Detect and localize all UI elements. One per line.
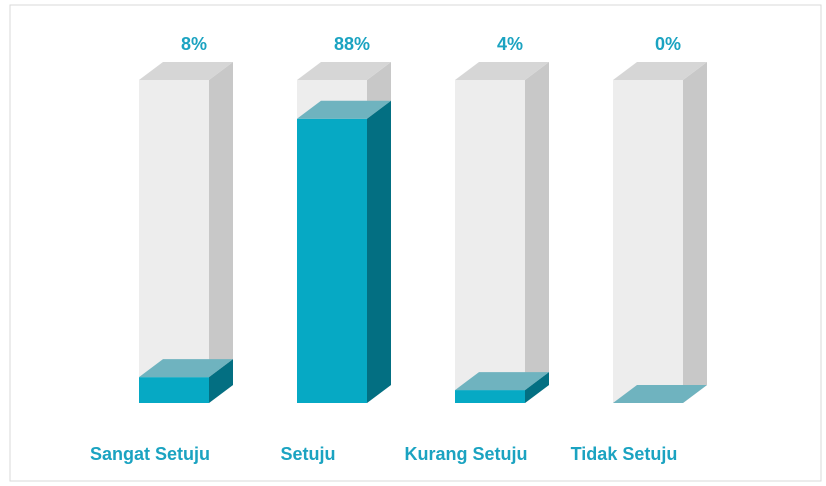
value-label: 8% <box>181 34 207 54</box>
x-tick-label: Kurang Setuju <box>404 444 527 464</box>
background-top <box>297 62 391 80</box>
background-side <box>209 62 233 403</box>
value-label: 88% <box>334 34 370 54</box>
bar-front <box>455 390 525 403</box>
bar <box>613 385 707 403</box>
x-tick-label: Sangat Setuju <box>90 444 210 464</box>
bar-front <box>297 118 367 403</box>
bar-front <box>139 377 209 403</box>
value-label: 0% <box>655 34 681 54</box>
bar-side <box>209 359 233 403</box>
background-front <box>613 80 683 403</box>
bar-side <box>525 372 549 403</box>
background-side <box>683 62 707 403</box>
value-label: 4% <box>497 34 523 54</box>
background-front <box>139 80 209 403</box>
bar <box>139 359 233 403</box>
bar-background <box>455 62 549 403</box>
bar-side <box>367 100 391 403</box>
background-top <box>139 62 233 80</box>
bar <box>455 372 549 403</box>
bar-top <box>455 372 549 391</box>
bar-background <box>613 62 707 403</box>
background-front <box>455 80 525 403</box>
bar-top <box>297 100 391 119</box>
background-top <box>455 62 549 80</box>
background-top <box>613 62 707 80</box>
bar <box>297 100 391 403</box>
x-tick-label: Setuju <box>280 444 335 464</box>
bar-background <box>139 62 233 403</box>
bar-top <box>139 359 233 378</box>
x-tick-label: Tidak Setuju <box>571 444 678 464</box>
bar-top <box>613 385 707 403</box>
background-side <box>525 62 549 403</box>
